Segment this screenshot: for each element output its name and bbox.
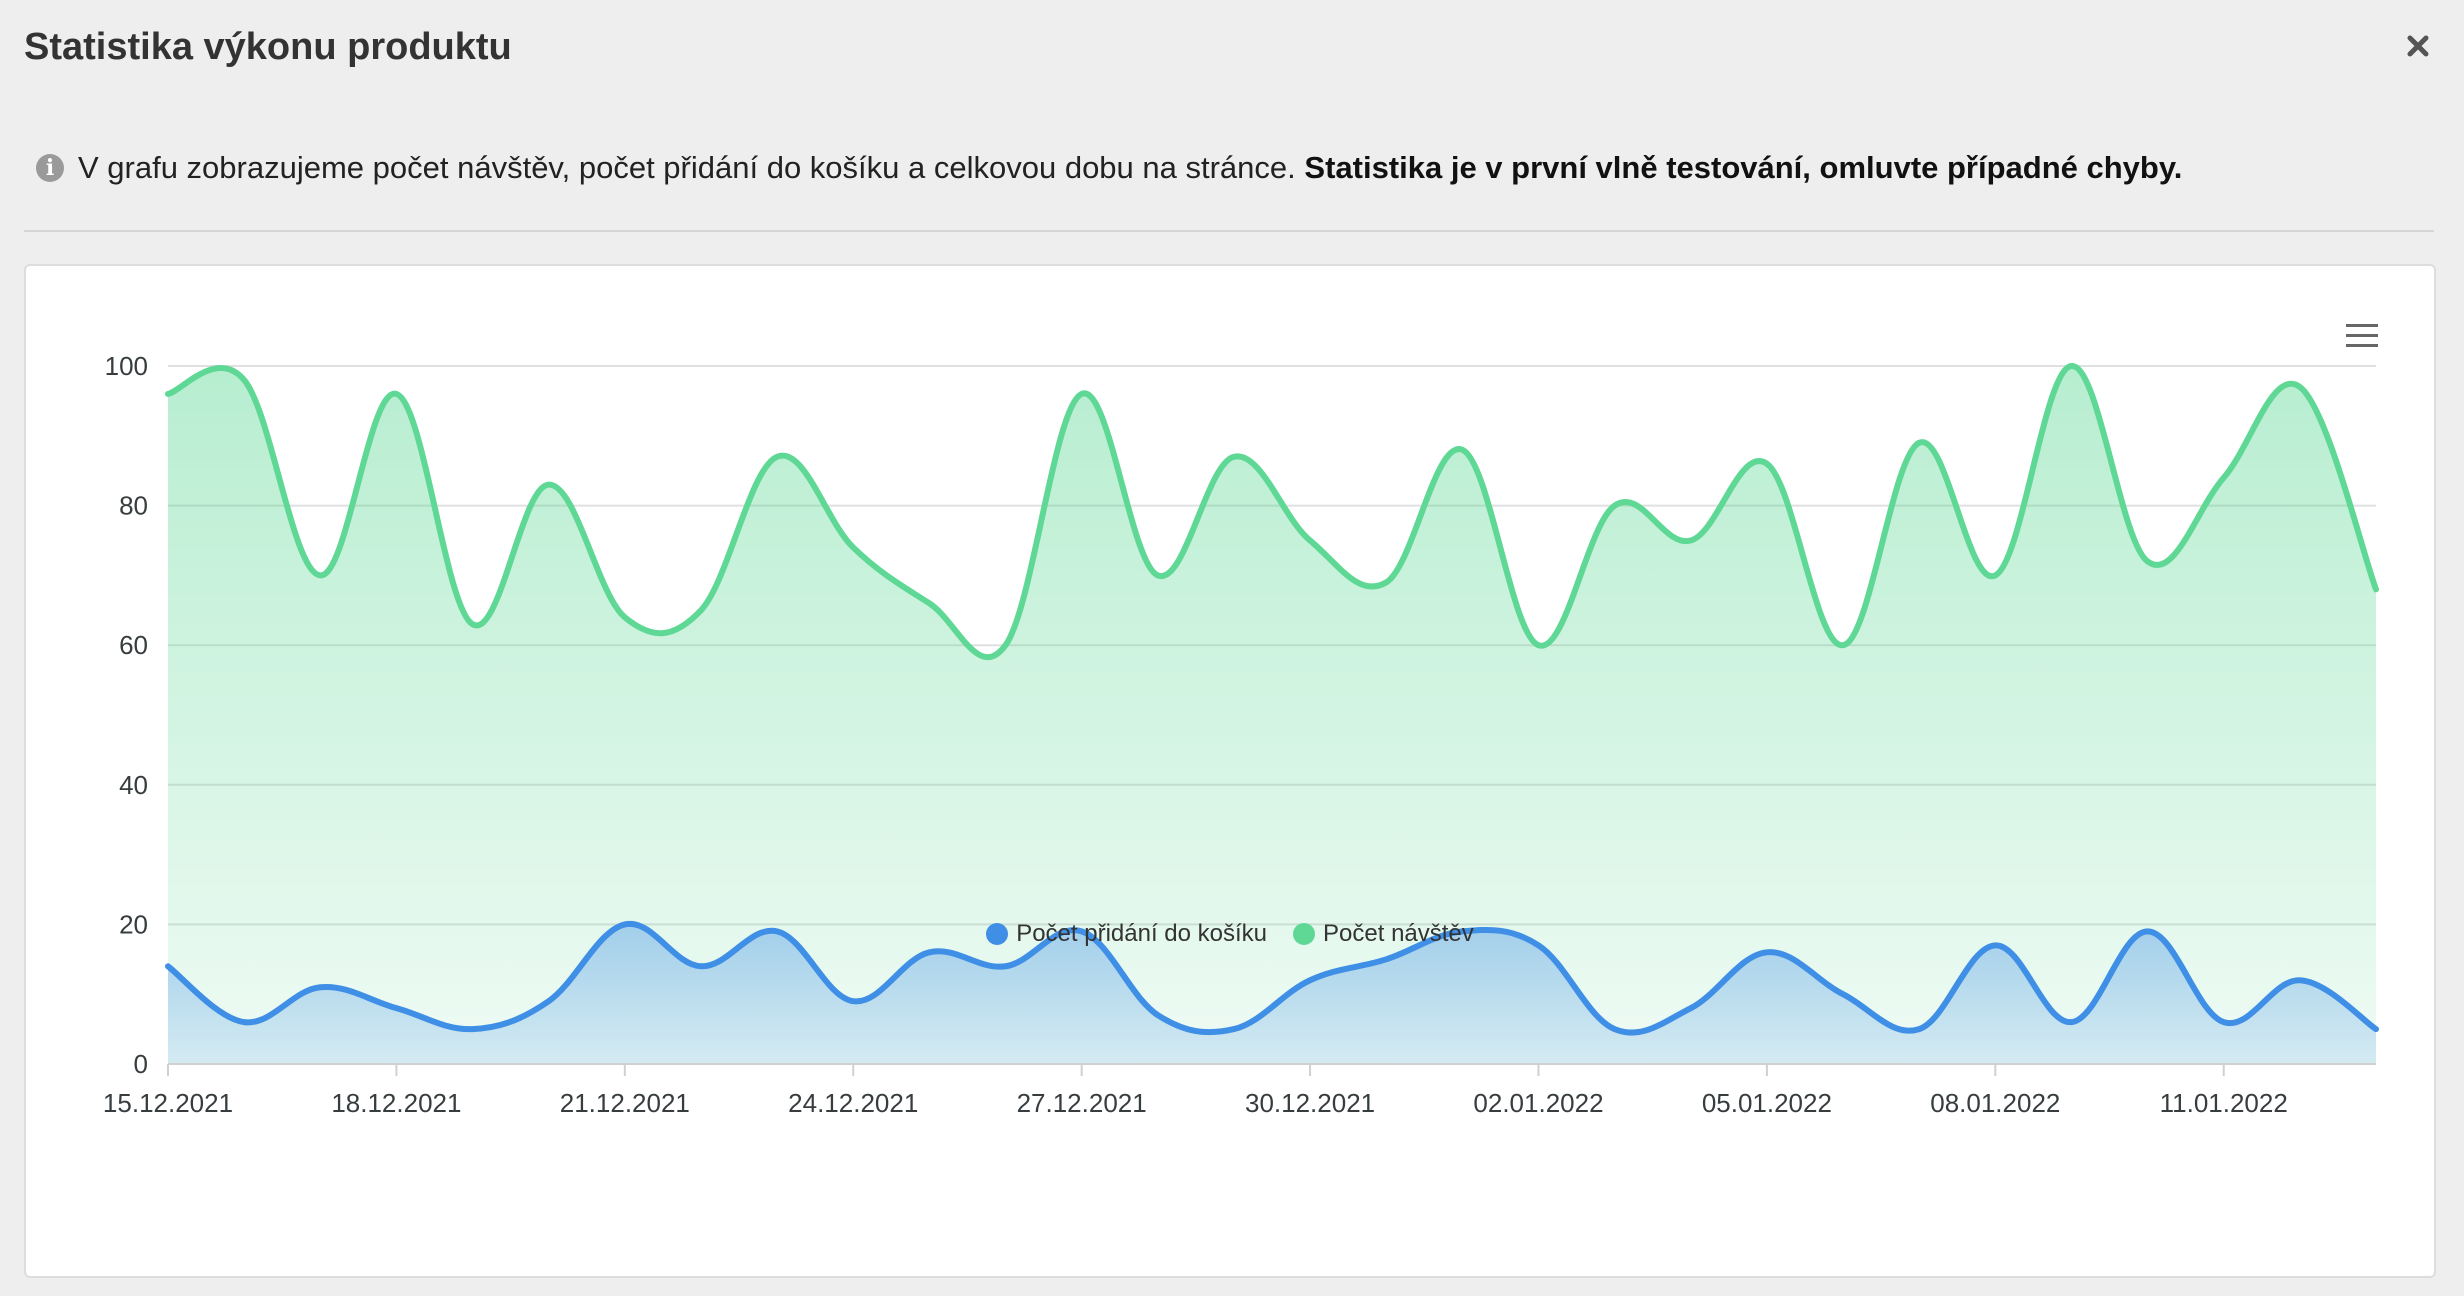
- data-point-cart[interactable]: [1228, 1023, 1240, 1035]
- series-areas: [168, 365, 2376, 1064]
- data-point-cart[interactable]: [2218, 1016, 2230, 1028]
- x-tick-label: 15.12.2021: [103, 1088, 233, 1118]
- data-point-visits[interactable]: [1532, 639, 1544, 651]
- y-tick-label: 0: [134, 1049, 148, 1079]
- data-point-cart[interactable]: [1304, 974, 1316, 986]
- data-point-visits[interactable]: [2218, 472, 2230, 484]
- data-point-cart[interactable]: [2065, 1016, 2077, 1028]
- data-point-visits[interactable]: [923, 597, 935, 609]
- legend-label-visits: Počet návštěv: [1323, 920, 1474, 947]
- data-point-cart[interactable]: [390, 1002, 402, 1014]
- series-area-visits: [168, 365, 2376, 1064]
- series-lines: [162, 360, 2382, 1036]
- data-point-visits[interactable]: [1152, 569, 1164, 581]
- data-point-cart[interactable]: [162, 960, 174, 972]
- legend-marker-visits: [1293, 923, 1316, 945]
- data-point-cart[interactable]: [1685, 1002, 1697, 1014]
- data-point-cart[interactable]: [2294, 974, 2306, 986]
- data-point-visits[interactable]: [390, 388, 402, 400]
- close-button[interactable]: [2394, 22, 2442, 70]
- data-point-visits[interactable]: [1304, 535, 1316, 547]
- data-point-cart[interactable]: [1913, 1023, 1925, 1035]
- data-point-visits[interactable]: [1076, 388, 1088, 400]
- x-tick-label: 27.12.2021: [1017, 1088, 1147, 1118]
- modal-title: Statistika výkonu produktu: [24, 26, 512, 68]
- x-tick-label: 11.01.2022: [2160, 1088, 2288, 1118]
- x-tick-label: 02.01.2022: [1473, 1088, 1603, 1118]
- y-tick-label: 20: [119, 909, 148, 939]
- data-point-cart[interactable]: [1152, 1009, 1164, 1021]
- legend-marker-cart: [986, 923, 1009, 945]
- data-point-visits[interactable]: [1000, 639, 1012, 651]
- data-point-cart[interactable]: [1380, 953, 1392, 965]
- info-text-regular: V grafu zobrazujeme počet návštěv, počet…: [78, 150, 1296, 185]
- data-point-visits[interactable]: [847, 541, 859, 553]
- data-point-cart[interactable]: [467, 1023, 479, 1035]
- data-point-cart[interactable]: [314, 981, 326, 993]
- hamburger-menu-icon: [2346, 324, 2378, 327]
- series-line-cart[interactable]: [165, 920, 2379, 1036]
- data-point-visits[interactable]: [1380, 576, 1392, 588]
- x-tick-label: 24.12.2021: [788, 1088, 918, 1118]
- chart-menu-button[interactable]: [2342, 314, 2382, 350]
- y-tick-label: 60: [119, 630, 148, 660]
- data-point-cart[interactable]: [1000, 960, 1012, 972]
- data-point-visits[interactable]: [1837, 639, 1849, 651]
- y-tick-label: 100: [105, 351, 148, 381]
- data-point-cart[interactable]: [1837, 988, 1849, 1000]
- data-point-cart[interactable]: [238, 1016, 250, 1028]
- data-point-visits[interactable]: [2065, 360, 2077, 372]
- x-tick-label: 30.12.2021: [1245, 1088, 1375, 1118]
- data-point-visits[interactable]: [695, 604, 707, 616]
- data-point-visits[interactable]: [1989, 569, 2001, 581]
- legend-item-visits[interactable]: Počet návštěv: [1293, 920, 1474, 948]
- series-line-visits[interactable]: [165, 363, 2379, 661]
- data-point-visits[interactable]: [162, 388, 174, 400]
- data-point-visits[interactable]: [771, 451, 783, 463]
- info-circle-icon: i: [36, 154, 64, 182]
- x-tick-label: 05.01.2022: [1702, 1088, 1832, 1118]
- legend-label-cart: Počet přidání do košíku: [1016, 920, 1268, 947]
- data-point-cart[interactable]: [695, 960, 707, 972]
- info-text: V grafu zobrazujeme počet návštěv, počet…: [78, 150, 2182, 186]
- series-area-cart: [168, 923, 2376, 1064]
- axes: 0 20 40 60 80 100 15.12.2021 18.12.2021 21.12.20…: [103, 351, 2376, 1118]
- data-point-visits[interactable]: [2370, 583, 2382, 595]
- x-tick-label: 18.12.2021: [331, 1088, 461, 1118]
- data-point-visits[interactable]: [2294, 381, 2306, 393]
- data-point-cart[interactable]: [2370, 1023, 2382, 1035]
- data-point-visits[interactable]: [1685, 535, 1697, 547]
- x-tick-label: 21.12.2021: [560, 1088, 690, 1118]
- data-point-cart[interactable]: [923, 946, 935, 958]
- chart-card: 0 20 40 60 80 100 15.12.2021 18.12.2021 21.12.20…: [24, 264, 2436, 1278]
- legend-item-cart[interactable]: Počet přidání do košíku: [986, 920, 1267, 948]
- close-icon: [2407, 35, 2429, 57]
- data-point-visits[interactable]: [467, 618, 479, 630]
- area-chart: 0 20 40 60 80 100 15.12.2021 18.12.2021 21.12.20…: [103, 351, 2382, 1118]
- data-point-visits[interactable]: [1228, 451, 1240, 463]
- data-point-visits[interactable]: [314, 569, 326, 581]
- x-tick-label: 08.01.2022: [1930, 1088, 2060, 1118]
- data-point-visits[interactable]: [1456, 444, 1468, 456]
- data-point-cart[interactable]: [543, 995, 555, 1007]
- data-point-visits[interactable]: [1609, 500, 1621, 512]
- data-point-visits[interactable]: [1913, 437, 1925, 449]
- y-tick-label: 80: [119, 491, 148, 521]
- data-point-visits[interactable]: [1761, 458, 1773, 470]
- data-point-visits[interactable]: [238, 374, 250, 386]
- data-point-cart[interactable]: [1761, 946, 1773, 958]
- info-text-bold: Statistika je v první vlně testování, om…: [1304, 150, 2183, 185]
- data-point-visits[interactable]: [619, 611, 631, 623]
- chart-legend: Počet přidání do košíku Počet návštěv: [26, 920, 2434, 948]
- data-point-cart[interactable]: [1609, 1023, 1621, 1035]
- data-point-visits[interactable]: [543, 479, 555, 491]
- data-point-cart[interactable]: [847, 995, 859, 1007]
- y-tick-label: 40: [119, 770, 148, 800]
- divider: [24, 230, 2434, 232]
- data-point-visits[interactable]: [2142, 555, 2154, 567]
- info-message: i V grafu zobrazujeme počet návštěv, poč…: [36, 150, 2404, 186]
